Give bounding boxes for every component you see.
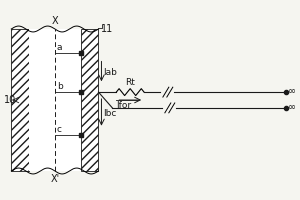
Text: 11: 11 — [100, 24, 113, 34]
Text: Ifor: Ifor — [116, 101, 131, 110]
Text: a: a — [57, 43, 62, 52]
Text: c: c — [57, 125, 62, 134]
Bar — [11, 29, 29, 171]
Text: 10: 10 — [4, 95, 16, 105]
Text: Iab: Iab — [103, 68, 117, 77]
Text: X': X' — [50, 174, 59, 184]
Bar — [29, 29, 81, 171]
Text: Ibc: Ibc — [103, 109, 117, 118]
Text: ∞: ∞ — [288, 86, 296, 96]
Text: b: b — [57, 82, 63, 91]
Text: Rt: Rt — [125, 78, 135, 87]
Text: ∞: ∞ — [288, 102, 296, 112]
Text: X: X — [52, 16, 58, 26]
Bar — [81, 29, 98, 171]
